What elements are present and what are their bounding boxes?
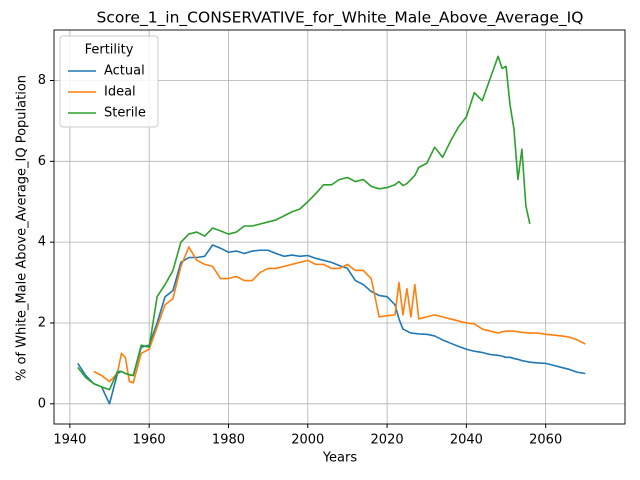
chart-title: Score_1_in_CONSERVATIVE_for_White_Male_A… — [97, 9, 584, 28]
legend-label: Actual — [104, 64, 145, 79]
x-tick-label: 2020 — [371, 433, 404, 448]
x-tick-label: 2060 — [529, 433, 562, 448]
legend: Fertility Actual Ideal Sterile — [59, 35, 159, 128]
x-tick-label: 1960 — [133, 433, 166, 448]
x-tick-label: 1940 — [53, 433, 86, 448]
y-tick-label: 2 — [38, 315, 46, 330]
legend-label: Sterile — [104, 106, 146, 121]
legend-label: Ideal — [104, 85, 136, 100]
series-line — [77, 55, 531, 391]
series-line — [93, 246, 586, 384]
y-tick-label: 0 — [38, 396, 46, 411]
y-tick-label: 6 — [38, 154, 46, 169]
series-line — [77, 244, 586, 405]
y-tick-label: 8 — [38, 73, 46, 88]
y-tick-label: 4 — [38, 235, 46, 250]
plot-frame — [53, 29, 626, 425]
y-axis-label: % of White_Male Above_Average_IQ Populat… — [15, 75, 30, 381]
legend-title: Fertility — [85, 43, 134, 58]
x-axis-label: Years — [322, 451, 358, 466]
x-tick-label: 2000 — [291, 433, 324, 448]
x-tick-label: 2040 — [450, 433, 483, 448]
x-tick-label: 1980 — [212, 433, 245, 448]
legend-box — [59, 35, 159, 128]
